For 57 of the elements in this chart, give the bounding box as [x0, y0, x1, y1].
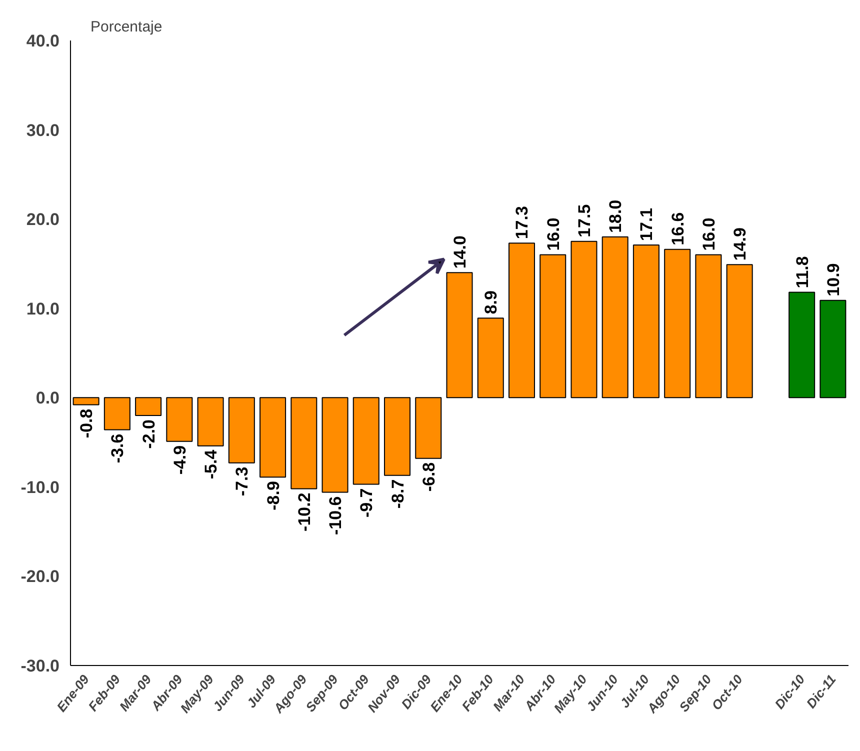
data-label: -3.6 — [108, 434, 128, 464]
y-tick-label: 10.0 — [26, 299, 60, 318]
y-tick-label: -30.0 — [20, 656, 60, 676]
bar — [726, 264, 753, 398]
data-label: 11.8 — [792, 256, 812, 288]
data-label: -7.3 — [232, 466, 252, 496]
bar — [632, 244, 660, 398]
bar — [508, 242, 535, 398]
data-label: -8.7 — [388, 479, 408, 509]
bar — [197, 397, 224, 446]
y-tick-label: 20.0 — [26, 210, 60, 230]
data-label: 17.1 — [637, 208, 656, 241]
bar — [104, 397, 130, 430]
bar — [570, 240, 598, 398]
bar — [540, 254, 566, 398]
bar — [260, 397, 286, 478]
data-label: -8.9 — [264, 481, 283, 510]
data-label: -10.2 — [294, 492, 314, 532]
data-label: -6.8 — [419, 462, 438, 492]
y-tick-label: 30.0 — [26, 120, 60, 140]
data-label: 17.5 — [574, 204, 594, 238]
bar — [135, 397, 162, 416]
bar — [228, 397, 255, 464]
bar — [695, 254, 722, 398]
bar — [820, 300, 846, 398]
data-label: 14.9 — [730, 228, 750, 261]
y-tick-label: -20.0 — [20, 567, 60, 586]
bar — [415, 397, 442, 459]
y-axis-title: Porcentaje — [90, 18, 162, 36]
data-label: 14.0 — [450, 236, 470, 269]
bar — [290, 397, 318, 490]
bar — [166, 397, 193, 442]
data-label: 17.3 — [512, 206, 532, 240]
data-label: 18.0 — [606, 200, 626, 233]
y-tick-label: -10.0 — [20, 478, 60, 497]
data-label: 16.6 — [668, 212, 688, 246]
data-label: -4.9 — [170, 445, 190, 475]
bar — [322, 397, 348, 493]
bar — [477, 318, 504, 398]
data-label: 8.9 — [482, 290, 501, 314]
data-label: -9.7 — [357, 488, 376, 518]
y-tick-label: 40.0 — [26, 32, 60, 50]
data-label: 16.0 — [699, 218, 718, 251]
bar — [352, 397, 380, 485]
data-label: -0.8 — [77, 408, 96, 438]
bar — [72, 397, 100, 406]
bar — [788, 292, 816, 398]
bar — [446, 272, 473, 398]
data-label: 16.0 — [544, 218, 563, 251]
data-label: -10.6 — [326, 496, 346, 536]
bar — [602, 236, 628, 398]
bar — [384, 397, 411, 476]
bar — [664, 248, 691, 398]
data-label: 10.9 — [824, 263, 843, 296]
data-label: -2.0 — [139, 419, 158, 449]
data-label: -5.4 — [202, 449, 221, 480]
y-tick-label: 0.0 — [36, 388, 60, 408]
